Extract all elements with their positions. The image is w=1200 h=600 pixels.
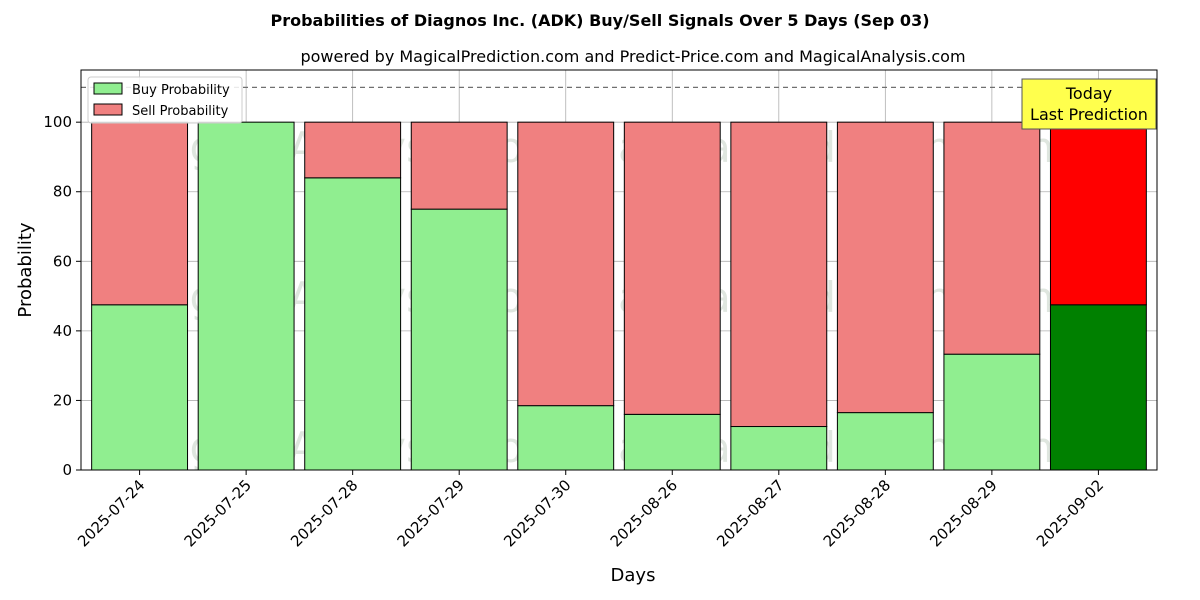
legend-label-buy: Buy Probability bbox=[132, 83, 230, 98]
x-ticks: 2025-07-24 2025-07-25 2025-07-28 2025-07-29… bbox=[74, 470, 1107, 550]
bar-sell-2025-09-02 bbox=[1049, 121, 1147, 306]
plot-frame bbox=[80, 69, 1158, 471]
chart-subtitle: powered by MagicalPrediction.com and Pre… bbox=[300, 47, 965, 66]
legend: Buy Probability Sell Probability bbox=[87, 76, 243, 124]
legend-swatch-sell bbox=[93, 103, 123, 116]
annotation-line-1: Today bbox=[1065, 84, 1112, 103]
bar-sell-2025-07-30 bbox=[517, 121, 615, 407]
chart-title: Probabilities of Diagnos Inc. (ADK) Buy/… bbox=[270, 11, 929, 30]
annotation-box bbox=[1021, 78, 1157, 130]
y-tick-label: 40 bbox=[53, 322, 72, 340]
y-tick-label: 0 bbox=[62, 461, 72, 479]
y-tick-label: 20 bbox=[53, 391, 72, 409]
x-tick-label: 2025-08-26 bbox=[607, 476, 681, 550]
x-tick-label: 2025-07-25 bbox=[181, 476, 255, 550]
bar-buy-2025-07-30 bbox=[517, 405, 615, 471]
x-tick-label: 2025-09-02 bbox=[1033, 476, 1107, 550]
x-axis-label: Days bbox=[611, 565, 656, 586]
bar-sell-2025-08-28 bbox=[836, 121, 934, 414]
bar-buy-2025-08-27 bbox=[730, 426, 828, 471]
legend-box bbox=[87, 76, 243, 124]
bar-buy-2025-09-02 bbox=[1049, 304, 1147, 471]
bar-sell-2025-08-27 bbox=[730, 121, 828, 428]
bar-buy-2025-08-29 bbox=[943, 353, 1041, 471]
bars-layer bbox=[91, 121, 1147, 471]
x-tick-label: 2025-07-24 bbox=[74, 476, 148, 550]
y-axis-label: Probability bbox=[15, 222, 36, 317]
bar-buy-2025-07-29 bbox=[410, 208, 508, 471]
bar-sell-2025-08-29 bbox=[943, 121, 1041, 355]
x-tick-label: 2025-07-29 bbox=[394, 476, 468, 550]
x-tick-label: 2025-07-30 bbox=[500, 476, 574, 550]
bar-buy-2025-07-24 bbox=[91, 304, 189, 471]
bar-buy-2025-07-25 bbox=[197, 121, 295, 471]
x-tick-label: 2025-08-29 bbox=[926, 476, 1000, 550]
bar-buy-2025-08-26 bbox=[623, 413, 721, 471]
annotation-line-2: Last Prediction bbox=[1030, 105, 1148, 124]
bar-sell-2025-07-24 bbox=[91, 121, 189, 306]
y-ticks: 0 20 40 60 80 100 bbox=[43, 113, 81, 479]
legend-label-sell: Sell Probability bbox=[132, 104, 229, 119]
x-tick-label: 2025-08-27 bbox=[713, 476, 787, 550]
bar-sell-2025-07-28 bbox=[304, 121, 402, 179]
x-tick-label: 2025-08-28 bbox=[820, 476, 894, 550]
y-tick-label: 80 bbox=[53, 183, 72, 201]
x-tick-label: 2025-07-28 bbox=[287, 476, 361, 550]
bar-buy-2025-08-28 bbox=[836, 412, 934, 471]
legend-swatch-buy bbox=[93, 82, 123, 95]
bar-sell-2025-07-29 bbox=[410, 121, 508, 210]
y-tick-label: 60 bbox=[53, 252, 72, 270]
bar-buy-2025-07-28 bbox=[304, 177, 402, 471]
y-tick-label: 100 bbox=[43, 113, 72, 131]
bar-sell-2025-08-26 bbox=[623, 121, 721, 415]
today-annotation: Today Last Prediction bbox=[1021, 78, 1157, 130]
